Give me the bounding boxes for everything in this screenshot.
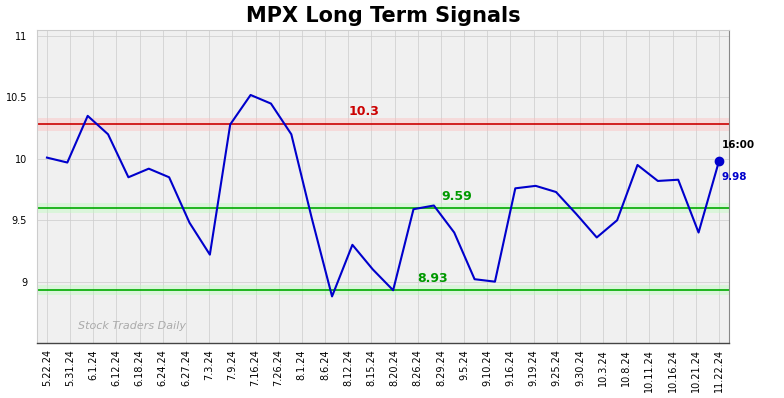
Bar [37,285,729,295]
Text: 9.59: 9.59 [441,190,472,203]
Text: 16:00: 16:00 [722,140,755,150]
Bar [37,118,729,131]
Bar [37,203,729,213]
Text: 10.3: 10.3 [348,105,379,118]
Text: 8.93: 8.93 [418,272,448,285]
Title: MPX Long Term Signals: MPX Long Term Signals [245,6,521,25]
Text: Stock Traders Daily: Stock Traders Daily [78,321,186,331]
Text: 9.98: 9.98 [722,172,747,182]
